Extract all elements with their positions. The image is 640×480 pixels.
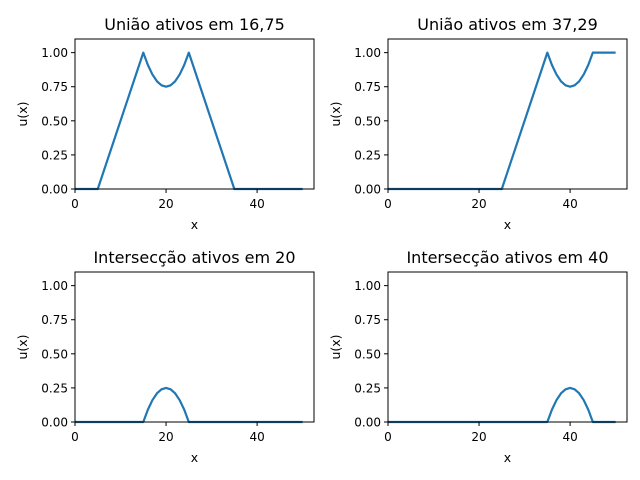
y-tick-label: 0.75 (354, 313, 381, 327)
y-tick-label: 1.00 (41, 279, 68, 293)
x-tick-label: 20 (471, 430, 486, 444)
x-tick-label: 0 (71, 197, 79, 211)
y-tick-label: 0.25 (41, 148, 68, 162)
x-axis-label: x (504, 450, 511, 465)
axes-frame (74, 271, 315, 423)
x-axis-label: x (504, 217, 511, 232)
y-tick-label: 0.75 (354, 80, 381, 94)
y-tick-label: 1.00 (354, 46, 381, 60)
y-tick-label: 0.50 (354, 347, 381, 361)
y-axis-label: u(x) (15, 101, 30, 126)
subplot-2: 0 20 40 0.00 0.25 0.50 0.75 1.00 União ativos em… (328, 15, 628, 232)
subplot-1: 0 20 40 0.00 0.25 0.50 0.75 1.00 União ativos em… (15, 15, 315, 232)
series-line (388, 51, 616, 191)
x-tick-label: 20 (158, 197, 173, 211)
y-tick-label: 0.00 (41, 416, 68, 430)
y-tick-label: 0.25 (354, 381, 381, 395)
y-tick-label: 0.50 (41, 114, 68, 128)
y-axis-label: u(x) (328, 334, 343, 359)
subplot-4: 0 20 40 0.00 0.25 0.50 0.75 1.00 Intersecção ati… (328, 248, 628, 465)
y-tick-label: 0.00 (354, 183, 381, 197)
x-tick-label: 40 (562, 430, 577, 444)
chart-title: União ativos em 16,75 (104, 15, 285, 34)
x-tick-label: 0 (384, 430, 392, 444)
chart-title: Intersecção ativos em 40 (406, 248, 608, 267)
x-tick-label: 40 (249, 430, 264, 444)
y-tick-label: 0.75 (41, 80, 68, 94)
y-tick-label: 0.75 (41, 313, 68, 327)
series-line (388, 386, 616, 424)
x-tick-label: 40 (562, 197, 577, 211)
axes-frame (74, 38, 315, 190)
subplot-3: 0 20 40 0.00 0.25 0.50 0.75 1.00 Intersecção ati… (15, 248, 315, 465)
axes-frame (387, 271, 628, 423)
y-tick-label: 0.25 (41, 381, 68, 395)
x-tick-label: 20 (158, 430, 173, 444)
y-tick-label: 0.00 (41, 183, 68, 197)
y-tick-label: 1.00 (41, 46, 68, 60)
x-tick-label: 0 (71, 430, 79, 444)
chart-title: Intersecção ativos em 20 (93, 248, 295, 267)
y-tick-label: 0.50 (41, 347, 68, 361)
y-tick-label: 0.25 (354, 148, 381, 162)
y-tick-label: 0.50 (354, 114, 381, 128)
y-axis-label: u(x) (15, 334, 30, 359)
axes-frame (387, 38, 628, 190)
series-line (75, 386, 303, 424)
x-tick-label: 20 (471, 197, 486, 211)
x-tick-label: 40 (249, 197, 264, 211)
y-axis-label: u(x) (328, 101, 343, 126)
x-axis-label: x (191, 217, 198, 232)
y-tick-label: 1.00 (354, 279, 381, 293)
x-tick-label: 0 (384, 197, 392, 211)
chart-title: União ativos em 37,29 (417, 15, 598, 34)
y-tick-label: 0.00 (354, 416, 381, 430)
series-line (75, 51, 303, 191)
x-axis-label: x (191, 450, 198, 465)
